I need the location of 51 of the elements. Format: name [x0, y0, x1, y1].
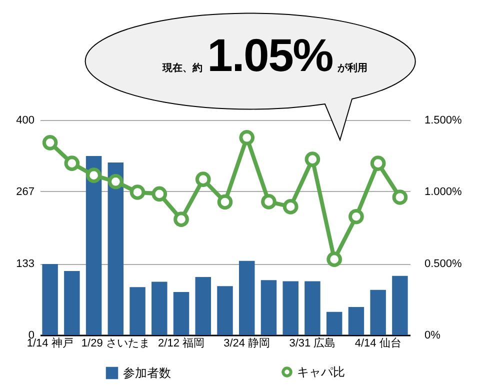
bar [64, 271, 80, 335]
legend-label: キャパ比 [297, 365, 345, 379]
bar [130, 287, 146, 335]
bar [370, 290, 386, 335]
text: 1.05% [207, 28, 333, 82]
point [348, 208, 364, 224]
bar [238, 260, 255, 335]
point [195, 172, 211, 187]
point [392, 190, 408, 205]
y-tick-label: 400 [16, 114, 34, 126]
bar [282, 281, 298, 335]
y2-tick-label: 1.500% [424, 114, 462, 126]
bar [304, 281, 320, 335]
bar [195, 276, 212, 335]
bar [108, 162, 124, 335]
y2-tick-label: 0.500% [424, 258, 462, 270]
y2-tick-label: 1.000% [424, 186, 462, 198]
y-tick-label: 267 [16, 186, 34, 198]
bar [152, 282, 168, 335]
point [304, 152, 320, 167]
bar [217, 286, 233, 335]
point [326, 252, 342, 267]
point [174, 212, 189, 227]
bar [42, 264, 58, 335]
point [86, 168, 102, 183]
text: が利用 [338, 62, 368, 75]
bar [173, 292, 190, 335]
bar [86, 156, 102, 335]
point [282, 199, 298, 214]
y-tick-label: 133 [16, 258, 34, 270]
point [64, 156, 80, 171]
point [152, 186, 168, 202]
point [108, 174, 124, 190]
x-tick-label: 3/24 静岡 [224, 338, 270, 350]
point [239, 130, 255, 146]
bar [326, 312, 342, 335]
bar [260, 280, 277, 335]
y2-tick-label: 0% [424, 330, 441, 342]
point [130, 184, 146, 200]
x-tick-label: 4/14 仙台 [354, 336, 402, 350]
bar [392, 276, 408, 335]
x-tick-label: 1/29 さいたま [81, 338, 150, 350]
x-tick-label: 3/31 広島 [289, 336, 336, 350]
point [370, 156, 386, 171]
point [217, 194, 233, 210]
point [261, 194, 276, 210]
bar [348, 307, 364, 335]
point [42, 134, 58, 150]
x-tick-label: 2/12 福岡 [158, 336, 204, 350]
text: 現在、約 [162, 62, 202, 75]
legend-label: 参加者数 [123, 366, 171, 380]
